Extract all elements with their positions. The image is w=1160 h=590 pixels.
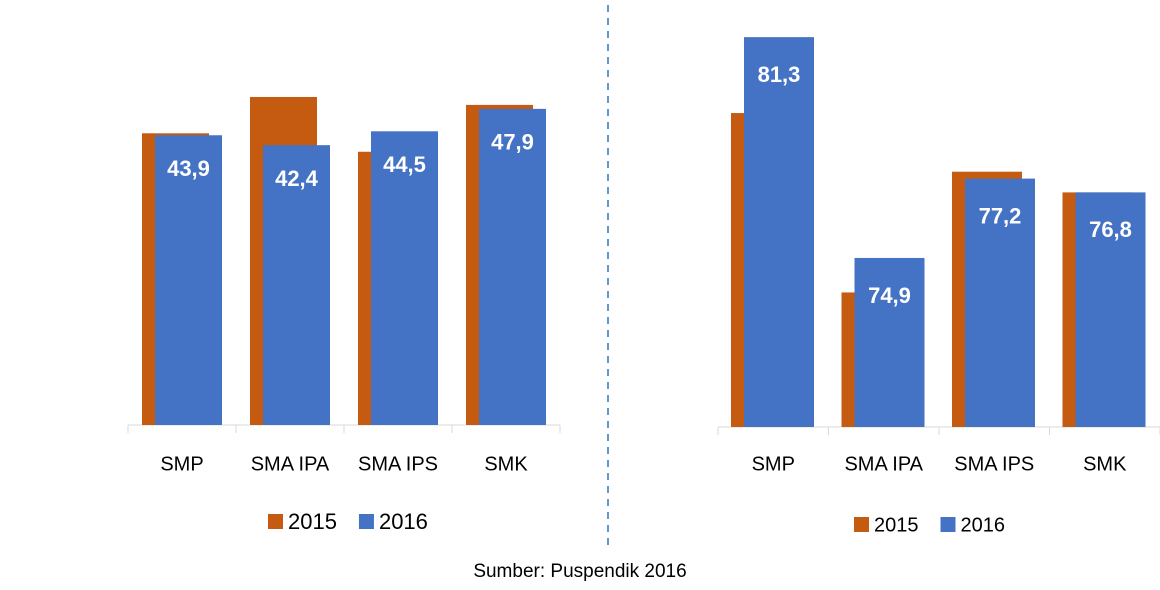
value-label: 74,9 <box>868 283 911 308</box>
x-tick-label: SMA IPS <box>358 453 438 475</box>
legend-label: 2015 <box>874 514 919 536</box>
bar <box>1075 192 1146 427</box>
x-tick-label: SMA IPA <box>844 453 923 475</box>
x-tick-label: SMK <box>484 453 528 475</box>
value-label: 77,2 <box>979 203 1022 228</box>
legend-label: 2016 <box>961 514 1006 536</box>
legend-swatch <box>854 517 869 532</box>
value-label: 42,4 <box>275 166 319 191</box>
legend-swatch <box>940 517 956 532</box>
bar <box>854 257 925 427</box>
x-tick-label: SMA IPS <box>954 453 1034 475</box>
value-label: 47,9 <box>491 130 534 155</box>
value-label: 43,9 <box>167 156 210 181</box>
value-label: 81,3 <box>758 62 801 87</box>
bar <box>263 145 330 425</box>
legend-swatch <box>268 514 283 529</box>
x-tick-label: SMP <box>160 453 203 475</box>
x-tick-label: SMK <box>1083 453 1127 475</box>
legend-label: 2015 <box>288 509 337 534</box>
footnote: Sumber: Puspendik 2016 <box>473 561 686 582</box>
legend-swatch <box>358 514 374 529</box>
value-label: 76,8 <box>1089 217 1132 242</box>
x-tick-label: SMA IPA <box>251 453 330 475</box>
bar <box>371 131 438 426</box>
bar <box>479 108 546 426</box>
value-label: 44,5 <box>383 152 426 177</box>
bar <box>965 178 1035 427</box>
legend-label: 2016 <box>379 509 428 534</box>
x-tick-label: SMP <box>752 453 795 475</box>
bar <box>155 135 222 425</box>
bar <box>744 37 814 428</box>
